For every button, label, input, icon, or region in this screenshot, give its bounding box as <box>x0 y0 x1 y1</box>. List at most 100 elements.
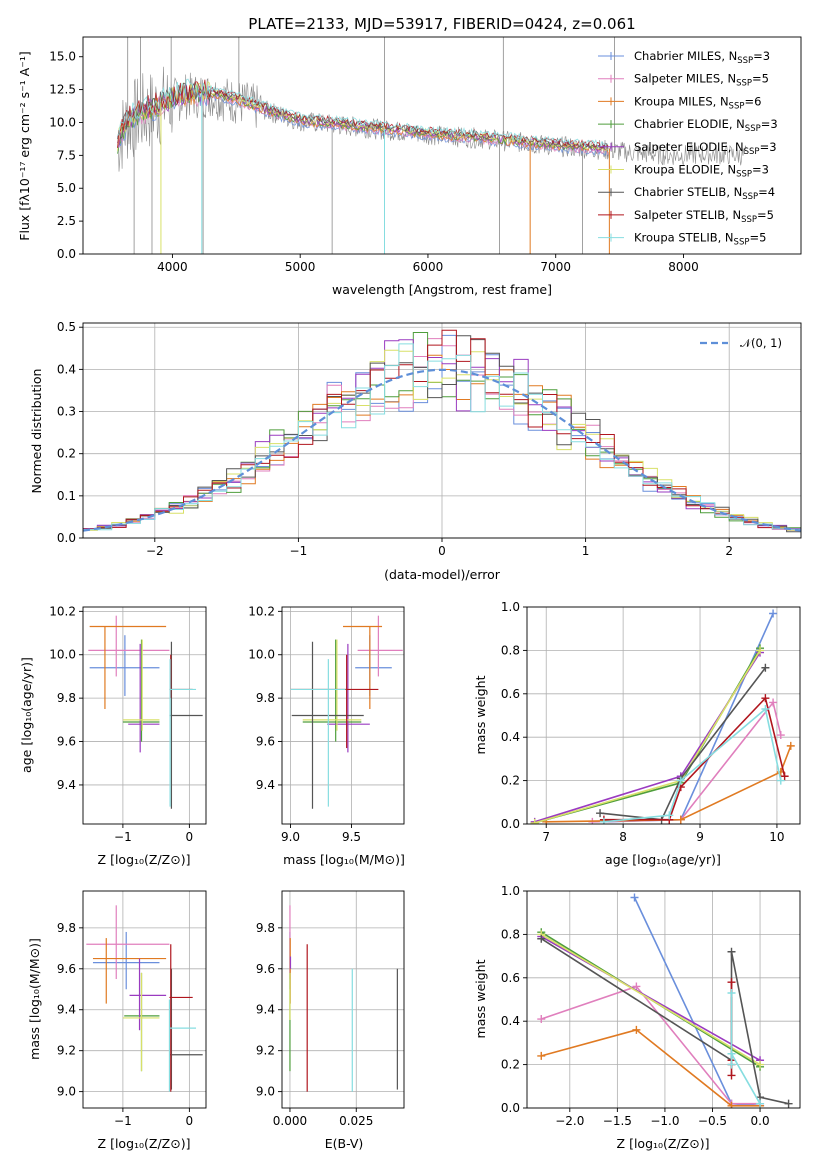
weight_vs_Z-marker-6 <box>784 1099 793 1108</box>
ebv-frame <box>281 890 405 1109</box>
spectrum-ytick-label: 10.0 <box>49 115 76 129</box>
ebv-marks <box>289 905 398 1092</box>
residuals-xtick-label: 0 <box>438 544 446 558</box>
age_vs_Z-frame <box>82 606 207 825</box>
age_vs_Z-ytick-label: 10.2 <box>49 604 76 618</box>
ebv-xtick-label: 0.000 <box>273 1114 307 1128</box>
mass_vs_Z-xtick-label: 0 <box>186 1114 194 1128</box>
spectrum-ytick-label: 7.5 <box>57 148 76 162</box>
weight_vs_Z-xtick-label: 0.0 <box>751 1114 770 1128</box>
age_vs_Z-ytick-label: 10.0 <box>49 648 76 662</box>
weight-vs-age-xlabel: age [log₁₀(age/yr)] <box>605 852 721 867</box>
legend-suffix: =3 <box>761 117 778 131</box>
gaussian-curve <box>83 368 801 532</box>
weight_vs_Z-marks <box>537 893 793 1108</box>
spectrum-ytick-label: 2.5 <box>57 214 76 228</box>
weight_vs_age-marker-5 <box>530 818 539 824</box>
residuals-xtick-label: −2 <box>146 544 164 558</box>
weight_vs_age-marker-2 <box>676 815 685 824</box>
weight_vs_Z-xtick-label: −0.5 <box>698 1114 727 1128</box>
weight_vs_Z-marker-6 <box>727 947 736 956</box>
age_vs_mass-ytick-label: 9.4 <box>256 778 275 792</box>
legend-label-6: Chabrier STELIB, NSSP=4 <box>634 185 775 202</box>
weight_vs_Z-ytick-label: 1.0 <box>501 884 520 898</box>
legend-label-1: Salpeter MILES, NSSP=5 <box>634 72 769 89</box>
weight_vs_Z-marker-7 <box>727 1071 736 1080</box>
legend-suffix: =5 <box>752 72 769 86</box>
residuals-xtick-label: 1 <box>582 544 590 558</box>
age-vs-mass-xlabel: mass [log₁₀(M/M⊙)] <box>283 852 405 867</box>
legend-subscript: SSP <box>736 170 752 180</box>
age_vs_mass-marks <box>290 615 403 809</box>
weight_vs_age-marker-7 <box>780 772 789 781</box>
residuals-xtick-label: 2 <box>725 544 733 558</box>
legend-subscript: SSP <box>736 79 752 89</box>
age_vs_mass-ytick-label: 9.6 <box>256 735 275 749</box>
spectrum-ytick-label: 0.0 <box>57 247 76 261</box>
weight_vs_age-marker-6 <box>761 663 770 672</box>
weight_vs_Z-marker-5 <box>756 1060 765 1069</box>
legend-label-7: Salpeter STELIB, NSSP=5 <box>634 208 774 225</box>
ebv-xtick-label: 0.025 <box>339 1114 373 1128</box>
spectrum-ytick-label: 5.0 <box>57 181 76 195</box>
spectrum-ytick-label: 15.0 <box>49 50 76 64</box>
legend-label-3: Chabrier ELODIE, NSSP=3 <box>634 117 778 134</box>
residual-hist-7 <box>83 329 801 532</box>
weight_vs_Z-xtick-label: −1.5 <box>603 1114 632 1128</box>
weight_vs_age-ytick-label: 0.4 <box>501 730 520 744</box>
age_vs_Z-ytick-label: 9.6 <box>57 735 76 749</box>
weight_vs_Z-line-2 <box>541 1029 760 1107</box>
mass_vs_Z-ytick-label: 9.2 <box>57 1044 76 1058</box>
observed-spectrum <box>117 66 748 172</box>
weight_vs_age-xtick-label: 10 <box>769 830 784 844</box>
weight_vs_age-xtick-label: 8 <box>619 830 627 844</box>
weight_vs_age-marker-8 <box>761 704 770 713</box>
legend-subscript: SSP <box>734 238 750 248</box>
legend-subscript: SSP <box>745 124 761 134</box>
residuals-frame <box>82 322 802 539</box>
mass-vs-Z-ylabel: mass [log₁₀(M/M⊙)] <box>27 938 42 1060</box>
weight_vs_age-marker-8 <box>676 776 685 785</box>
mass_vs_Z-ytick-label: 9.8 <box>57 921 76 935</box>
ebv-ytick-label: 9.2 <box>256 1044 275 1058</box>
legend-subscript: SSP <box>741 215 757 225</box>
spectrum-xtick-label: 5000 <box>285 260 316 274</box>
mass-vs-Z-xlabel: Z [log₁₀(Z/Z⊙)] <box>98 1136 191 1151</box>
weight_vs_Z-ytick-label: 0.2 <box>501 1058 520 1072</box>
weight_vs_Z-marker-2 <box>632 1025 641 1034</box>
spectrum-xlabel: wavelength [Angstrom, rest frame] <box>332 282 552 297</box>
weight_vs_Z-ytick-label: 0.6 <box>501 971 520 985</box>
weight_vs_age-line-3 <box>534 647 761 824</box>
mass_vs_Z-marks <box>86 905 203 1092</box>
ebv-ytick-label: 9.6 <box>256 962 275 976</box>
weight_vs_age-marks <box>530 609 795 824</box>
age_vs_mass-xtick-label: 9.5 <box>342 830 361 844</box>
spectrum-title: PLATE=2133, MJD=53917, FIBERID=0424, z=0… <box>248 15 635 33</box>
weight_vs_Z-marker-2 <box>537 1051 546 1060</box>
age_vs_Z-ytick-label: 9.4 <box>57 778 76 792</box>
weight_vs_age-ytick-label: 0.0 <box>501 817 520 831</box>
weight_vs_Z-marker-6 <box>537 934 546 943</box>
weight_vs_Z-line-4 <box>540 935 761 1061</box>
weight_vs_Z-marker-0 <box>630 893 639 902</box>
residuals-ytick-label: 0.3 <box>57 405 76 419</box>
weight_vs_Z-xtick-label: −1.0 <box>650 1114 679 1128</box>
weight_vs_age-marker-7 <box>761 694 770 703</box>
weight_vs_age-marker-6 <box>596 809 605 818</box>
age-vs-Z-ylabel: age [log₁₀(age/yr)] <box>19 657 34 773</box>
residuals-ytick-label: 0.1 <box>57 489 76 503</box>
weight_vs_Z-marker-7 <box>727 978 736 987</box>
residuals-ytick-label: 0.2 <box>57 447 76 461</box>
weight_vs_Z-marker-1 <box>632 982 641 991</box>
legend-suffix: =6 <box>744 94 761 108</box>
weight_vs_age-ytick-label: 0.2 <box>501 774 520 788</box>
ebv-ytick-label: 9.0 <box>256 1085 275 1099</box>
legend-suffix: =3 <box>753 49 770 63</box>
ebv-ytick-label: 9.8 <box>256 921 275 935</box>
model-spectrum-6 <box>117 81 609 150</box>
weight_vs_Z-marker-1 <box>537 1015 546 1024</box>
weight_vs_age-marker-8 <box>599 817 608 824</box>
weight_vs_Z-frame <box>526 890 801 1109</box>
legend-subscript: SSP <box>737 56 753 66</box>
weight_vs_age-marker-8 <box>776 776 785 785</box>
